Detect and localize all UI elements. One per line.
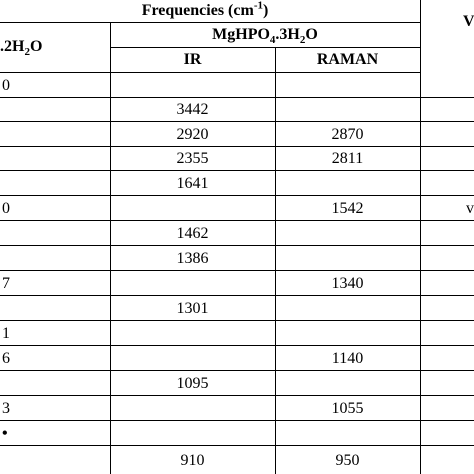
text-part: O [29,38,43,55]
ir-value: 1641 [176,174,209,192]
left-header: .2H2O [0,38,43,59]
text-part: 4 [269,34,276,47]
text-part: Frequencies (cm [141,2,254,19]
h-rule [0,245,474,246]
raman-value: 2870 [331,125,364,143]
ir-value: 1386 [176,249,209,267]
h-rule [0,146,474,147]
text-part: MgHPO [212,26,270,43]
raman-value: 1542 [331,199,364,217]
v-rule [275,47,276,474]
ir-value: 1095 [176,374,209,392]
ir-value: 1301 [176,299,209,317]
header-title: Frequencies (cm-1) [141,0,269,19]
h-rule [0,395,474,396]
text-part: .3H [275,26,300,43]
h-rule [0,420,474,421]
right-header: V [463,13,474,30]
h-rule [0,121,474,122]
h-rule [0,22,420,23]
ir-value: 910 [180,451,205,469]
v-rule [110,22,111,474]
h-rule [0,270,474,271]
h-rule [0,445,474,446]
raman-header: RAMAN [316,51,379,68]
right-cell: v [466,199,474,217]
ir-header: IR [183,51,202,68]
v-rule [420,0,421,474]
left-cell: 6 [2,349,10,367]
h-rule [0,195,474,196]
raman-value: 1340 [331,274,364,292]
left-cell: • [2,424,8,442]
h-rule [0,220,474,221]
h-rule [0,345,474,346]
left-cell: 3 [2,399,10,417]
ir-value: 2920 [176,125,209,143]
ir-value: 1462 [176,224,209,242]
ir-value: 2355 [176,150,209,167]
raman-value: 1140 [331,349,364,367]
text-part: .2H [0,38,25,55]
raman-value: 950 [335,451,360,469]
left-cell: 0 [2,76,10,94]
text-part: 2 [24,46,30,59]
text-part: ) [262,2,269,19]
text-part: 2 [299,34,306,47]
ir-value: 3442 [176,101,209,118]
compound-header: MgHPO4.3H2O [212,26,318,47]
h-rule [0,170,474,171]
h-rule [0,370,474,371]
text-part: O [305,26,318,43]
raman-value: 2811 [331,150,364,167]
h-rule [0,320,474,321]
h-rule [0,97,474,98]
text-part: -1 [253,0,263,12]
raman-value: 1055 [331,399,364,417]
left-cell: 1 [2,324,10,342]
left-cell: 7 [2,274,10,292]
h-rule [0,295,474,296]
h-rule [0,72,420,73]
h-rule [110,47,420,48]
left-cell: 0 [2,199,10,217]
